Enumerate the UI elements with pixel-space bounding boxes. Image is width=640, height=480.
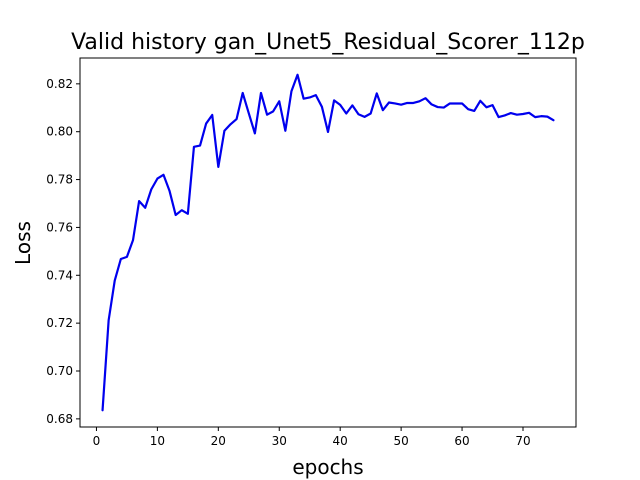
x-tick-label: 0 bbox=[93, 434, 101, 448]
y-tick-label: 0.68 bbox=[46, 412, 73, 426]
x-tick-label: 70 bbox=[515, 434, 530, 448]
plot-frame bbox=[79, 57, 577, 428]
x-tick-label: 40 bbox=[333, 434, 348, 448]
x-axis-ticks: 0 10 20 30 40 50 60 70 bbox=[93, 427, 531, 448]
chart-title: Valid history gan_Unet5_Residual_Scorer_… bbox=[71, 30, 585, 55]
y-tick-label: 0.76 bbox=[46, 220, 73, 234]
y-tick-label: 0.74 bbox=[46, 268, 73, 282]
y-tick-label: 0.78 bbox=[46, 173, 73, 187]
x-tick-label: 20 bbox=[211, 434, 226, 448]
y-axis-label: Loss bbox=[11, 221, 35, 265]
series-line bbox=[101, 73, 555, 412]
y-tick-label: 0.70 bbox=[46, 364, 73, 378]
x-tick-label: 30 bbox=[272, 434, 287, 448]
y-tick-label: 0.72 bbox=[46, 316, 73, 330]
y-axis-ticks: 0.68 0.70 0.72 0.74 0.76 0.78 0.80 0.82 bbox=[46, 77, 80, 426]
x-axis-label: epochs bbox=[292, 455, 363, 479]
x-tick-label: 60 bbox=[454, 434, 469, 448]
x-tick-label: 10 bbox=[150, 434, 165, 448]
y-tick-label: 0.82 bbox=[46, 77, 73, 91]
series-layer bbox=[101, 73, 555, 412]
y-tick-label: 0.80 bbox=[46, 125, 73, 139]
x-tick-label: 50 bbox=[393, 434, 408, 448]
